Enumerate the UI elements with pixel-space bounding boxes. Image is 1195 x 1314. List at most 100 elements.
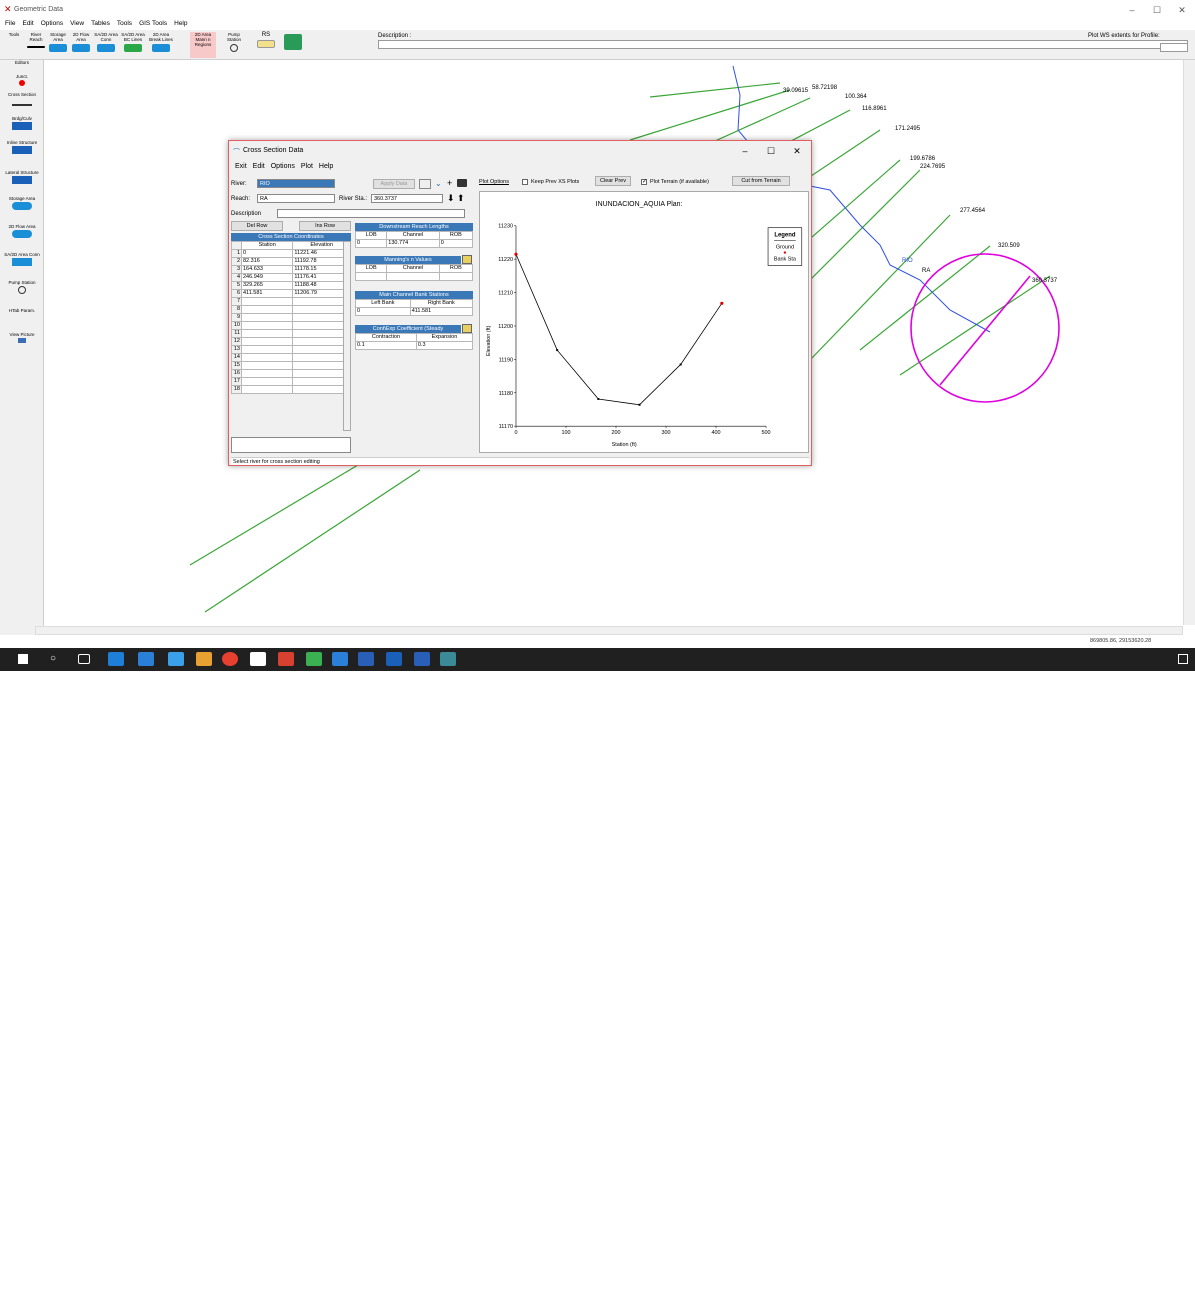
keep-prev-checkbox[interactable] xyxy=(522,179,528,185)
dmenu-help[interactable]: Help xyxy=(318,163,334,170)
cell[interactable]: 0 xyxy=(240,249,294,258)
editor-pump-station[interactable]: Pump Station xyxy=(2,280,42,294)
editor-inline-structure[interactable]: Inline Structure xyxy=(2,140,42,154)
menu-tables[interactable]: Tables xyxy=(91,20,110,27)
tools-button[interactable]: Tools xyxy=(4,32,24,58)
plot-options-link[interactable]: Plot Options xyxy=(479,179,509,185)
cell[interactable]: 130.774 xyxy=(386,239,440,248)
coords-table[interactable]: Station Elevation 1 0 11221.46 2 82.316 11192… xyxy=(231,241,351,394)
down-arrow-icon[interactable]: ⬇ xyxy=(447,193,455,203)
cell[interactable] xyxy=(354,272,388,281)
maximize-button[interactable]: ☐ xyxy=(1152,5,1162,15)
office-icon[interactable] xyxy=(196,652,212,666)
cell[interactable]: 0 xyxy=(354,239,388,248)
cell[interactable]: 11192.78 xyxy=(292,257,351,266)
river-reach-button[interactable]: River Reach xyxy=(26,32,46,58)
sa-2d-conn-button[interactable]: SA/2D Area Conn xyxy=(94,32,118,58)
cell[interactable]: 11176.41 xyxy=(292,273,351,282)
chrome-icon[interactable] xyxy=(222,652,238,666)
mann-regions-button[interactable]: 2D Area Mann n Regions xyxy=(190,32,216,58)
clear-prev-button[interactable]: Clear Prev xyxy=(595,176,631,186)
mail-icon[interactable] xyxy=(250,652,266,666)
minimize-button[interactable]: – xyxy=(1129,5,1135,15)
menu-help[interactable]: Help xyxy=(174,20,188,27)
2d-break-lines-button[interactable]: 2D Area Break Lines xyxy=(148,32,174,58)
map-app-icon[interactable] xyxy=(358,652,374,666)
plot-terrain-checkbox[interactable]: ✓ xyxy=(641,179,648,185)
menu-view[interactable]: View xyxy=(70,20,85,27)
edit-coef-icon[interactable] xyxy=(462,324,472,333)
cell[interactable]: 0 xyxy=(355,307,411,316)
cell[interactable]: 411.581 xyxy=(409,307,474,316)
cell[interactable]: 0 xyxy=(438,239,474,248)
task-view-icon[interactable] xyxy=(78,654,90,664)
system-tray[interactable]: ᴿ ^ ▭ ◌ ◁) ESP xyxy=(1082,1304,1124,1311)
notifications-icon[interactable] xyxy=(1178,654,1188,664)
cell[interactable]: 11188.48 xyxy=(292,281,351,290)
dialog-maximize-button[interactable]: ☐ xyxy=(766,146,776,156)
clock[interactable]: 8:40 p. m. 13/01/2019 xyxy=(1140,1298,1168,1314)
contexp-table[interactable]: Contraction Expansion 0.1 0.3 xyxy=(355,333,474,350)
vertical-scrollbar[interactable] xyxy=(1183,60,1195,625)
outlook-icon[interactable] xyxy=(386,652,402,666)
cell[interactable]: 164.633 xyxy=(240,265,294,274)
dialog-minimize-button[interactable]: – xyxy=(742,146,748,156)
editor-bridge-culvert[interactable]: Brdg/Culv xyxy=(2,116,42,130)
cell[interactable]: 11178.15 xyxy=(292,265,351,274)
add-icon[interactable]: + xyxy=(447,178,453,188)
georef-button[interactable] xyxy=(284,32,302,58)
app-icon[interactable] xyxy=(138,652,154,666)
editor-htab[interactable]: HTab Param. xyxy=(2,308,42,313)
description-input[interactable] xyxy=(378,40,1188,49)
cell[interactable]: 11206.79 xyxy=(292,289,351,298)
pump-station-button[interactable]: Pump Station xyxy=(222,32,246,58)
cell[interactable]: 0.3 xyxy=(415,341,474,350)
edge-icon[interactable] xyxy=(108,652,124,666)
2d-flow-area-button[interactable]: 2D Flow Area xyxy=(70,32,92,58)
horizontal-scrollbar[interactable] xyxy=(35,626,1183,635)
dmenu-exit[interactable]: Exit xyxy=(235,163,247,170)
menu-file[interactable]: File xyxy=(5,20,16,27)
editor-sa-2d-conn[interactable]: SA/2D Area Conn xyxy=(2,252,42,266)
word-icon[interactable] xyxy=(414,652,430,666)
edit-table-icon[interactable] xyxy=(462,255,472,264)
table-scrollbar[interactable] xyxy=(343,241,351,431)
reach-select[interactable]: RA xyxy=(257,194,335,203)
xs-plot[interactable]: INUNDACION_AQUIA Plan: 0 100 200 300 400 500 1… xyxy=(479,191,809,453)
blue-app-icon[interactable] xyxy=(332,652,348,666)
description-input[interactable] xyxy=(277,209,465,218)
sa-2d-bc-lines-button[interactable]: SA/2D Area BC Lines xyxy=(120,32,146,58)
cell[interactable]: 411.581 xyxy=(240,289,294,298)
up-arrow-icon[interactable]: ⬆ xyxy=(457,193,465,203)
river-select[interactable]: RIO xyxy=(257,179,335,188)
downstream-table[interactable]: LOB Channel ROB 0 130.774 0 xyxy=(354,231,474,248)
cell[interactable]: 82.316 xyxy=(240,257,294,266)
menu-tools[interactable]: Tools xyxy=(116,20,133,27)
green-app-icon[interactable] xyxy=(306,652,322,666)
bank-table[interactable]: Left Bank Right Bank 0 411.581 xyxy=(355,299,474,316)
xs-shape-icon[interactable]: ⌄ xyxy=(435,179,442,188)
mannings-table[interactable]: LOB Channel ROB xyxy=(354,264,474,281)
del-row-button[interactable]: Del Row xyxy=(231,221,283,231)
search-icon[interactable]: ○ xyxy=(50,653,57,664)
dmenu-plot[interactable]: Plot xyxy=(300,163,313,170)
cell[interactable]: 11221.46 xyxy=(292,249,351,258)
menu-gis-tools[interactable]: GIS Tools xyxy=(139,20,168,27)
ins-row-button[interactable]: Ins Row xyxy=(299,221,351,231)
editor-junction[interactable]: Junct. xyxy=(2,74,42,86)
cell[interactable]: 329.265 xyxy=(240,281,294,290)
cell[interactable]: 0.1 xyxy=(355,341,417,350)
menu-edit[interactable]: Edit xyxy=(22,20,34,27)
cut-terrain-button[interactable]: Cut from Terrain xyxy=(732,176,790,186)
cell[interactable] xyxy=(386,272,440,281)
dialog-close-button[interactable]: ✕ xyxy=(793,146,801,156)
rs-button[interactable]: RS xyxy=(254,32,278,58)
cell[interactable] xyxy=(438,272,474,281)
editor-lateral-structure[interactable]: Lateral Structure xyxy=(2,170,42,184)
editor-2d-flow-area[interactable]: 2D Flow Area xyxy=(2,224,42,238)
apply-data-button[interactable]: Apply Data xyxy=(373,179,415,189)
dmenu-edit[interactable]: Edit xyxy=(252,163,265,170)
acrobat-icon[interactable] xyxy=(278,652,294,666)
river-sta-select[interactable]: 360.3737 xyxy=(371,194,443,203)
plot-ws-select[interactable] xyxy=(1160,43,1188,52)
